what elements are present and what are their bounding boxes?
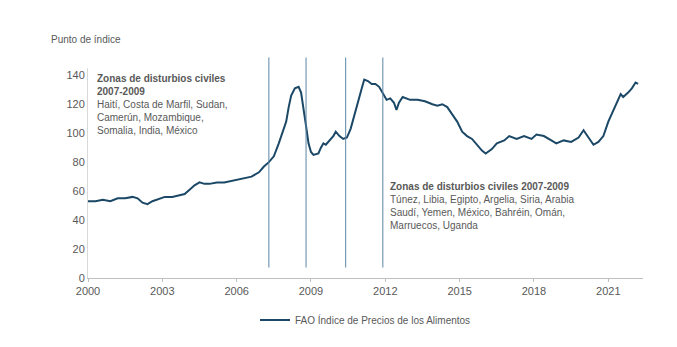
svg-text:Zonas de disturbios civiles 20: Zonas de disturbios civiles 2007-2009Tún… [390,181,574,231]
svg-text:2012: 2012 [373,285,397,297]
svg-text:2003: 2003 [150,285,174,297]
svg-text:100: 100 [66,127,84,139]
svg-text:120: 120 [66,98,84,110]
svg-text:2000: 2000 [76,285,100,297]
svg-text:2006: 2006 [224,285,248,297]
svg-text:2021: 2021 [596,285,620,297]
svg-text:20: 20 [73,243,85,255]
svg-text:0: 0 [79,272,85,284]
svg-text:2018: 2018 [522,285,546,297]
svg-text:FAO Índice de Precios de los A: FAO Índice de Precios de los Alimentos [295,314,470,326]
svg-text:2015: 2015 [447,285,471,297]
svg-text:80: 80 [73,156,85,168]
svg-text:40: 40 [73,214,85,226]
svg-text:Punto de índice: Punto de índice [51,34,121,45]
svg-text:60: 60 [73,185,85,197]
svg-text:140: 140 [66,69,84,81]
svg-text:2009: 2009 [299,285,323,297]
svg-text:Zonas de disturbios civiles200: Zonas de disturbios civiles2007-2009Hait… [97,73,228,136]
